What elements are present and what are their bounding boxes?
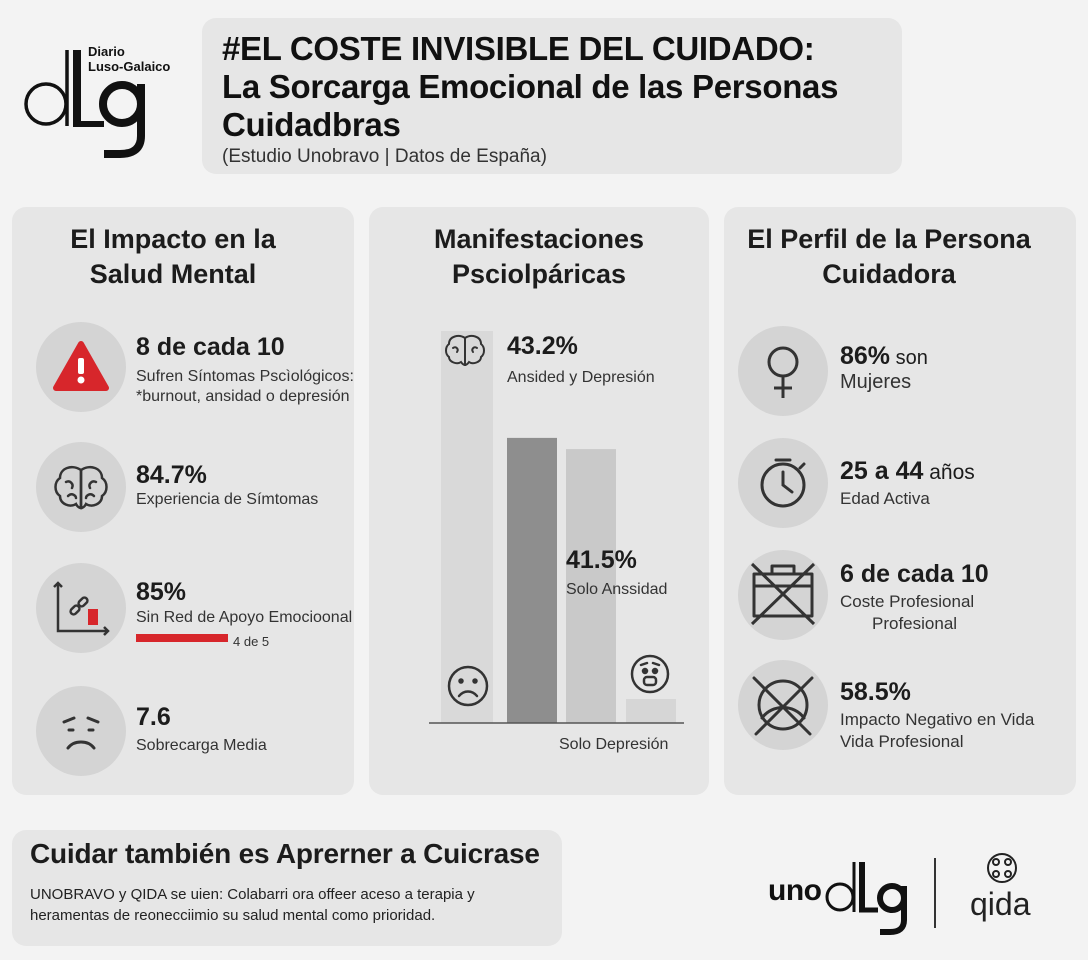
diario-luso-galaico-logo bbox=[24, 50, 145, 158]
stat-label: Coste Profesional Profesional bbox=[840, 592, 975, 633]
stat-value: 85% bbox=[136, 578, 187, 606]
broken-link-chart-icon bbox=[36, 563, 126, 653]
background-column bbox=[441, 331, 493, 723]
stat-value: 86% son bbox=[840, 342, 928, 370]
header-card bbox=[202, 18, 902, 174]
stat-label: Impacto Negativo en Vida Vida Profesiona… bbox=[840, 710, 1035, 751]
clock-icon bbox=[738, 438, 828, 528]
worried-face-icon bbox=[630, 654, 670, 694]
stat-label: Sobrecarga Media bbox=[136, 737, 267, 754]
page-title: #EL COSTE INVISIBLE DEL CUIDADO: La Sorc… bbox=[222, 30, 839, 143]
uno-logo-text: uno bbox=[768, 874, 822, 907]
bar-category-label: Ansided y Depresión bbox=[507, 369, 655, 386]
warning-icon bbox=[36, 322, 126, 412]
stat-label: Experiencia de Símtomas bbox=[136, 491, 319, 508]
chart-bar bbox=[566, 449, 616, 723]
stat-label: Edad Activa bbox=[840, 489, 930, 508]
brain-icon bbox=[445, 335, 485, 367]
brain-icon bbox=[36, 442, 126, 532]
manifestations-chart: 43.2% Ansided y Depresión 41.5% Solo Ans… bbox=[429, 331, 684, 753]
progress-label: 4 de 5 bbox=[233, 634, 270, 649]
conclusion-title: Cuidar también es Aprerner a Cuicrase bbox=[30, 838, 540, 869]
sad-face-icon bbox=[36, 686, 126, 776]
logo-divider bbox=[934, 858, 936, 928]
bar-value-label: 43.2% bbox=[507, 332, 578, 360]
stat-value: 7.6 bbox=[136, 703, 171, 731]
stat-label: Sufren Síntomas Pscìológicos: *burnout, … bbox=[136, 368, 354, 405]
caregiver-profile-title: El Perfil de la Persona Cuidadora bbox=[747, 224, 1031, 289]
stat-label: Sin Red de Apoyo Emocioonal bbox=[136, 609, 353, 626]
bar-category-label: Solo Depresión bbox=[559, 736, 668, 753]
bar-category-label: Solo Anssidad bbox=[566, 581, 667, 598]
conclusion-card bbox=[12, 830, 562, 946]
stat-value: 25 a 44 años bbox=[840, 457, 975, 485]
stat-value: 58.5% bbox=[840, 678, 911, 706]
chart-bar bbox=[626, 699, 676, 723]
crossed-briefcase-icon bbox=[738, 550, 828, 640]
crossed-circle-icon bbox=[738, 660, 828, 750]
sad-face-icon bbox=[447, 665, 489, 707]
stat-value: 84.7% bbox=[136, 461, 207, 489]
chart-bar bbox=[507, 437, 557, 723]
manifestations-title: Manifestaciones Psciolpáricas bbox=[433, 224, 645, 289]
stat-label: Mujeres bbox=[840, 371, 912, 393]
page-subtitle: (Estudio Unobravo | Datos de España) bbox=[222, 146, 547, 167]
stat-value: 8 de cada 10 bbox=[136, 333, 285, 361]
qida-logo-icon bbox=[987, 853, 1017, 883]
conclusion-text: UNOBRAVO y QIDA se uien: Colabarri ora o… bbox=[30, 886, 475, 924]
mental-health-impact-title: El Impacto en la Salud Mental bbox=[70, 224, 276, 289]
stat-value: 6 de cada 10 bbox=[840, 560, 989, 588]
support-progress-bar bbox=[136, 634, 228, 642]
unodlg-logo bbox=[825, 862, 907, 935]
bar-value-label: 41.5% bbox=[566, 546, 637, 574]
logo-text: Diario Luso-Galaico bbox=[88, 44, 171, 74]
female-symbol-icon bbox=[738, 326, 828, 416]
qida-logo-text: qida bbox=[970, 886, 1031, 922]
